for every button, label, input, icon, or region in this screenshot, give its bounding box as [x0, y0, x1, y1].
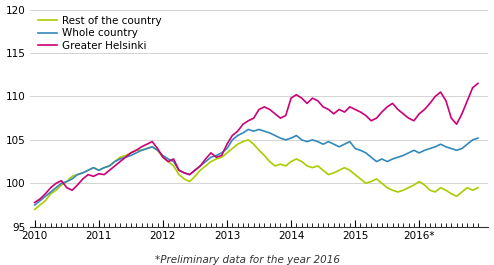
Whole country	[32, 204, 38, 207]
Whole country	[229, 138, 235, 142]
Whole country	[475, 136, 481, 140]
Greater Helsinki	[390, 102, 396, 105]
Greater Helsinki	[475, 82, 481, 85]
Greater Helsinki	[58, 179, 64, 182]
Greater Helsinki	[251, 117, 257, 120]
Line: Whole country: Whole country	[35, 129, 478, 205]
Rest of the country	[395, 190, 401, 193]
Line: Rest of the country: Rest of the country	[35, 140, 478, 209]
Rest of the country	[229, 147, 235, 150]
Whole country	[395, 156, 401, 159]
Whole country	[256, 128, 262, 131]
Greater Helsinki	[229, 134, 235, 137]
Rest of the country	[37, 204, 43, 207]
Legend: Rest of the country, Whole country, Greater Helsinki: Rest of the country, Whole country, Grea…	[34, 12, 166, 55]
Rest of the country	[32, 208, 38, 211]
Whole country	[37, 199, 43, 202]
Whole country	[373, 160, 379, 163]
Rest of the country	[373, 177, 379, 180]
Greater Helsinki	[37, 197, 43, 201]
Rest of the country	[256, 149, 262, 152]
Text: *Preliminary data for the year 2016: *Preliminary data for the year 2016	[155, 255, 339, 265]
Rest of the country	[475, 186, 481, 189]
Whole country	[58, 182, 64, 185]
Greater Helsinki	[32, 201, 38, 204]
Whole country	[246, 128, 251, 131]
Rest of the country	[58, 183, 64, 187]
Line: Greater Helsinki: Greater Helsinki	[35, 83, 478, 202]
Rest of the country	[246, 138, 251, 142]
Greater Helsinki	[368, 119, 374, 122]
